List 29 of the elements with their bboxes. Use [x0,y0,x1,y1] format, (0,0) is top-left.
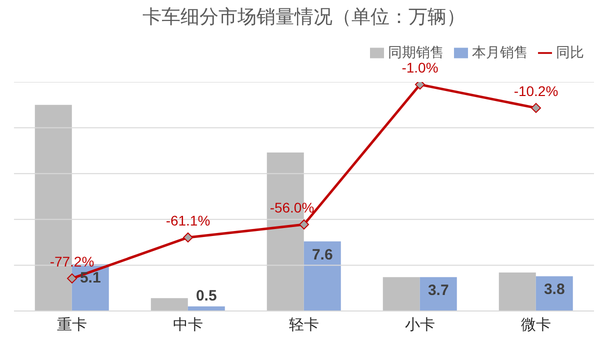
x-tick-label: 微卡 [521,316,551,334]
point [531,102,541,113]
data-label: 7.6 [312,246,333,264]
point [183,232,193,242]
legend-label: 同期销售 [388,44,444,60]
x-tick-label: 轻卡 [289,316,319,334]
legend-label: 同比 [556,44,584,60]
x-tick-label: 中卡 [173,316,203,334]
legend-label: 本月销售 [472,44,528,60]
data-label: -61.1% [166,212,210,228]
bar [420,277,457,311]
chart-title: 卡车细分市场销量情况（单位：万辆） [142,6,466,30]
data-label: -56.0% [270,199,314,216]
data-label: -1.0% [402,60,438,76]
point [299,219,309,230]
data-label: -10.2% [514,82,558,99]
bar [304,241,341,311]
data-label: 5.1 [80,269,101,286]
bar [150,298,188,311]
point [67,273,77,284]
data-label: -77.2% [50,253,94,270]
data-label: 3.8 [544,281,565,298]
data-label: 0.5 [196,287,217,304]
data-label: 3.7 [428,282,449,300]
x-tick-label: 小卡 [405,316,435,334]
bar [382,277,420,311]
x-tick-label: 重卡 [57,316,87,334]
bar [498,272,536,311]
point [415,82,425,90]
